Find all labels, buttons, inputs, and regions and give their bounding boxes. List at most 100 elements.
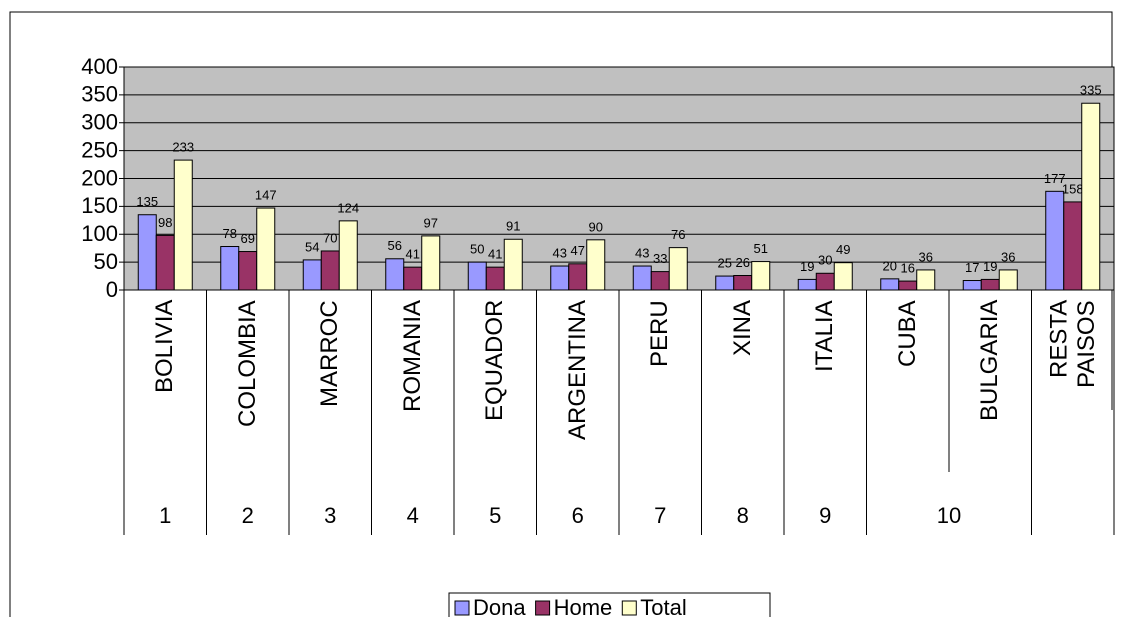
- bar: [650, 271, 670, 291]
- y-tick-label: 100: [81, 221, 118, 246]
- bar: [485, 266, 505, 291]
- value-label: 43: [635, 245, 649, 260]
- x-tick-label: BOLIVIA: [151, 300, 179, 394]
- legend-label: Total: [640, 595, 686, 617]
- bar: [238, 251, 258, 291]
- legend-box: [448, 592, 771, 617]
- value-label: 124: [337, 200, 359, 215]
- value-label: 16: [901, 261, 915, 276]
- bar: [338, 220, 358, 291]
- value-label: 19: [983, 259, 997, 274]
- group-label: 10: [937, 503, 961, 528]
- bar: [467, 261, 487, 291]
- group-label: 7: [654, 503, 666, 528]
- x-tick-label: ITALIA: [811, 300, 839, 372]
- group-label: 1: [159, 503, 171, 528]
- y-tick-label: 400: [81, 54, 118, 79]
- bar: [256, 207, 276, 291]
- x-tick-label: MARROC: [316, 300, 344, 407]
- y-tick-label: 50: [94, 249, 118, 274]
- legend-swatch: [535, 600, 551, 616]
- bar: [320, 250, 340, 291]
- group-label: 6: [572, 503, 584, 528]
- value-label: 158: [1062, 181, 1084, 196]
- bar: [962, 280, 982, 291]
- value-label: 98: [158, 215, 172, 230]
- value-label: 233: [172, 140, 194, 155]
- x-tick-label: XINA: [728, 300, 756, 357]
- value-label: 50: [470, 242, 484, 257]
- group-label: 3: [324, 503, 336, 528]
- value-label: 49: [836, 242, 850, 257]
- y-tick-label: 150: [81, 193, 118, 218]
- value-label: 70: [323, 230, 337, 245]
- bar: [550, 265, 570, 291]
- bar: [220, 246, 240, 291]
- bar: [815, 272, 835, 291]
- bar: [568, 263, 588, 291]
- bar: [898, 280, 918, 291]
- group-label: 5: [489, 503, 501, 528]
- value-label: 25: [718, 256, 732, 271]
- value-label: 30: [818, 253, 832, 268]
- value-label: 20: [883, 258, 897, 273]
- group-label: 8: [737, 503, 749, 528]
- bar: [998, 269, 1018, 291]
- x-tick-label: PERU: [646, 300, 674, 367]
- bar: [751, 261, 771, 291]
- value-label: 135: [136, 194, 158, 209]
- y-tick-label: 350: [81, 82, 118, 107]
- group-label: 9: [819, 503, 831, 528]
- bar: [1081, 102, 1101, 291]
- value-label: 17: [965, 260, 979, 275]
- value-label: 33: [653, 251, 667, 266]
- bar: [715, 275, 735, 291]
- bar: [173, 159, 193, 291]
- bar: [880, 278, 900, 291]
- value-label: 147: [255, 187, 277, 202]
- legend-label: Home: [554, 595, 613, 617]
- value-label: 51: [754, 241, 768, 256]
- group-label: 2: [242, 503, 254, 528]
- value-label: 335: [1080, 83, 1102, 98]
- bar: [833, 262, 853, 291]
- value-label: 91: [506, 219, 520, 234]
- value-label: 90: [589, 219, 603, 234]
- bar: [632, 265, 652, 291]
- bar: [586, 239, 606, 291]
- value-label: 36: [1001, 249, 1015, 264]
- bar: [421, 235, 441, 291]
- x-tick-label: EQUADOR: [481, 300, 509, 422]
- y-tick-label: 250: [81, 137, 118, 162]
- legend-swatch: [621, 600, 637, 616]
- y-tick-label: 0: [106, 277, 118, 302]
- legend-swatch: [454, 600, 470, 616]
- legend-label: Dona: [473, 595, 526, 617]
- bar: [137, 214, 157, 291]
- x-tick-label: ARGENTINA: [563, 300, 591, 441]
- bar: [980, 278, 1000, 291]
- bar: [1045, 190, 1065, 291]
- bar: [155, 234, 175, 291]
- x-tick-label: ROMANIA: [398, 300, 426, 413]
- value-label: 56: [388, 238, 402, 253]
- bar: [797, 278, 817, 291]
- bar: [385, 258, 405, 291]
- value-label: 19: [800, 259, 814, 274]
- x-tick-label: BULGARIA: [976, 300, 1004, 422]
- bar: [1063, 201, 1083, 291]
- value-label: 36: [919, 249, 933, 264]
- value-label: 54: [305, 239, 319, 254]
- value-label: 69: [241, 231, 255, 246]
- y-tick-label: 200: [81, 165, 118, 190]
- value-label: 41: [488, 247, 502, 262]
- value-label: 47: [571, 243, 585, 258]
- bar: [503, 238, 523, 291]
- bar: [668, 247, 688, 291]
- value-label: 41: [406, 247, 420, 262]
- x-tick-label: RESTA PAISOS: [1045, 300, 1100, 388]
- x-tick-label: COLOMBIA: [233, 300, 261, 427]
- group-label: 4: [407, 503, 419, 528]
